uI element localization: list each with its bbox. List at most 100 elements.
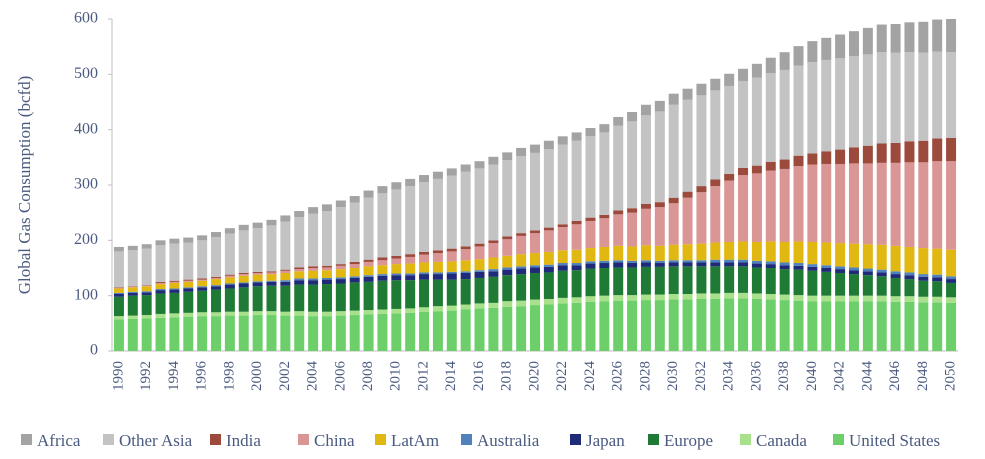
bar-segment <box>460 171 471 247</box>
bar-segment <box>682 266 693 295</box>
bar-segment <box>321 277 332 280</box>
y-tick-label: 400 <box>74 120 98 137</box>
bar-segment <box>141 291 152 293</box>
x-tick-label: 2028 <box>637 361 653 391</box>
bar-segment <box>821 265 832 268</box>
bar-segment <box>280 272 291 281</box>
bar-segment <box>585 268 596 297</box>
bar-segment <box>779 168 790 242</box>
bar-segment <box>419 262 430 273</box>
bar-segment <box>155 293 166 314</box>
bar-segment <box>502 236 513 240</box>
bar-segment <box>530 253 540 266</box>
bar-segment <box>349 282 360 311</box>
bar-segment <box>321 311 332 317</box>
bar-segment <box>543 264 554 267</box>
bar-segment <box>211 285 222 287</box>
bar-segment <box>266 219 277 226</box>
bar-segment <box>682 294 693 300</box>
bar-segment <box>904 22 915 53</box>
bar-segment <box>613 245 624 261</box>
bar-segment <box>613 262 624 268</box>
bar-segment <box>696 262 707 267</box>
bar-segment <box>848 56 859 148</box>
bar-segment <box>169 281 180 283</box>
bar-segment <box>419 254 430 263</box>
bar-segment <box>460 260 471 272</box>
bar-segment <box>765 268 776 295</box>
bar-segment <box>113 246 124 252</box>
bar-segment <box>197 240 208 279</box>
bar-segment <box>918 162 929 249</box>
bar-segment <box>474 277 485 304</box>
bar-segment <box>862 27 873 55</box>
legend-swatch <box>570 434 581 445</box>
bar-segment <box>280 280 291 282</box>
bar-segment <box>405 254 416 257</box>
bar-segment <box>571 249 582 264</box>
bar-segment <box>502 275 513 302</box>
bar-segment <box>474 303 485 309</box>
bar-segment <box>627 267 638 296</box>
bar-segment <box>696 266 707 294</box>
bar-segment <box>377 275 388 281</box>
bar-segment <box>363 310 374 315</box>
bar-segment <box>446 261 457 272</box>
bar-segment <box>335 279 346 284</box>
bar-segment <box>321 284 332 312</box>
bar-segment <box>571 140 582 221</box>
bar-segment <box>169 288 180 290</box>
bar-segment <box>807 264 818 267</box>
bar-segment <box>918 276 929 281</box>
bar-segment <box>599 295 610 302</box>
bar-segment <box>488 307 499 351</box>
bar-segment <box>793 65 804 156</box>
x-tick-label: 2000 <box>249 361 265 391</box>
bar-segment <box>363 190 374 198</box>
bar-segment <box>682 260 693 263</box>
bar-segment <box>391 280 402 309</box>
bar-segment <box>710 266 721 294</box>
bar-segment <box>876 295 887 302</box>
bar-segment <box>405 263 416 274</box>
bar-segment <box>419 272 430 275</box>
bar-segment <box>488 164 499 241</box>
bar-segment <box>821 295 832 302</box>
bar-segment <box>238 315 249 351</box>
bar-segment <box>738 167 749 176</box>
bar-segment <box>668 93 679 105</box>
bar-segment <box>696 293 707 299</box>
bar-segment <box>862 301 873 351</box>
legend-swatch <box>740 434 751 445</box>
bar-segment <box>155 284 166 290</box>
bar-segment <box>474 308 485 351</box>
bar-segment <box>640 266 651 295</box>
bar-segment <box>627 295 638 301</box>
bar-segment <box>710 78 721 91</box>
bar-segment <box>654 294 665 301</box>
bar-segment <box>932 161 943 249</box>
bar-segment <box>183 281 194 288</box>
bar-segment <box>738 259 749 263</box>
bar-segment <box>211 277 222 280</box>
bar-segment <box>169 292 180 314</box>
bar-segment <box>682 299 693 351</box>
legend-swatch <box>648 434 659 445</box>
bar-segment <box>932 302 943 351</box>
bar-segment <box>807 270 818 296</box>
bar-segment <box>682 99 693 192</box>
bar-segment <box>890 245 901 272</box>
bar-segment <box>238 287 249 312</box>
bar-segment <box>821 59 832 152</box>
x-tick-label: 2032 <box>693 361 709 391</box>
bar-segment <box>155 245 166 282</box>
bar-segment <box>848 270 859 275</box>
bar-segment <box>751 173 762 242</box>
bar-segment <box>141 318 152 351</box>
bar-segment <box>432 272 443 275</box>
bar-segment <box>738 175 749 242</box>
bar-segment <box>349 202 360 262</box>
bar-segment <box>613 300 624 351</box>
bar-segment <box>585 217 596 221</box>
bar-segment <box>377 257 388 261</box>
